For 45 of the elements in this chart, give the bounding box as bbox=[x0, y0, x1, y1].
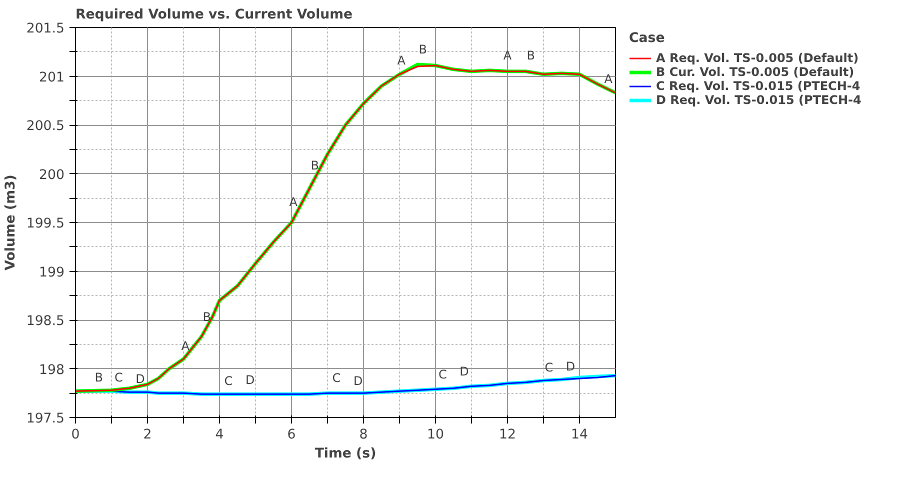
legend-label: B Cur. Vol. TS-0.005 (Default) bbox=[656, 65, 854, 79]
y-tick-label: 201.5 bbox=[26, 22, 64, 36]
chart-title: Required Volume vs. Current Volume bbox=[76, 8, 353, 22]
y-tick-label: 200 bbox=[39, 168, 65, 183]
y-tick-label: 197.5 bbox=[26, 412, 64, 426]
legend-label: A Req. Vol. TS-0.005 (Default) bbox=[656, 51, 859, 65]
y-tick-label: 200.5 bbox=[26, 119, 64, 134]
x-tick-label: 2 bbox=[143, 428, 152, 442]
x-tick-label: 4 bbox=[215, 428, 224, 442]
x-tick-label: 12 bbox=[499, 428, 516, 442]
x-tick-label: 6 bbox=[287, 428, 296, 442]
y-tick-label: 199 bbox=[39, 265, 65, 280]
annotation: D bbox=[460, 364, 469, 378]
x-tick-label: 0 bbox=[71, 428, 80, 442]
annotation: D bbox=[245, 373, 255, 388]
legend-label: D Req. Vol. TS-0.015 (PTECH-4 bbox=[656, 93, 862, 107]
x-tick-label: 8 bbox=[359, 428, 368, 442]
annotation: B bbox=[310, 158, 320, 173]
x-tick-label: 10 bbox=[427, 428, 444, 442]
annotation: C bbox=[332, 371, 341, 386]
annotation: D bbox=[566, 360, 576, 374]
y-tick-label: 201 bbox=[39, 70, 65, 86]
annotation: A bbox=[604, 72, 614, 86]
y-tick-label: 198.5 bbox=[26, 314, 64, 329]
annotation: C bbox=[114, 370, 123, 384]
annotation: C bbox=[224, 374, 233, 388]
annotation: B bbox=[94, 370, 104, 384]
x-axis-title: Time (s) bbox=[314, 446, 376, 462]
annotation: B bbox=[202, 310, 212, 324]
x-tick-label: 14 bbox=[571, 428, 588, 442]
annotation: B bbox=[418, 42, 428, 57]
annotation: D bbox=[136, 372, 145, 386]
annotation: A bbox=[503, 48, 512, 62]
legend-label: C Req. Vol. TS-0.015 (PTECH-4 bbox=[656, 79, 860, 93]
y-tick-label: 199.5 bbox=[26, 216, 64, 232]
y-tick-label: 198 bbox=[39, 362, 65, 378]
annotation: D bbox=[353, 374, 363, 388]
annotation: C bbox=[544, 360, 554, 374]
annotation: A bbox=[397, 53, 406, 68]
annotation: B bbox=[526, 48, 536, 62]
y-axis-title: Volume (m3) bbox=[3, 174, 18, 270]
annotation: A bbox=[289, 194, 298, 209]
annotation: C bbox=[438, 367, 447, 382]
annotation: A bbox=[181, 339, 190, 354]
legend-title: Case bbox=[629, 31, 666, 46]
